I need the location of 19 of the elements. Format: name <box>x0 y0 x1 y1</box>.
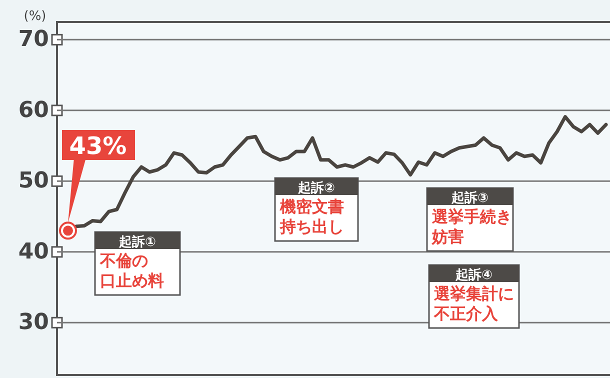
annotation: 不倫の口止め料 <box>99 251 164 290</box>
annotation: 機密文書持ち出し <box>279 197 344 236</box>
annotation: 起訴④ <box>454 267 493 283</box>
picture-note-box: 起訴① 不倫の口止め料 <box>94 231 181 296</box>
annotation: 43% <box>69 132 127 160</box>
annotation: 選挙集計に不正介入 <box>433 284 514 323</box>
annotation: 起訴① <box>118 234 156 250</box>
y-axis-title: (%) <box>24 9 46 24</box>
y-tick-label: 30 <box>18 310 49 336</box>
picture-note-box: 起訴② 機密文書持ち出し <box>274 177 359 242</box>
y-tick-label: 60 <box>18 98 49 123</box>
picture-note-box: 起訴③ 選挙手続き妨害 <box>426 187 514 252</box>
y-tick-label: 50 <box>18 168 49 194</box>
y-tick-label: 70 <box>18 27 49 52</box>
annotation: 起訴② <box>296 180 336 196</box>
annotation: 起訴③ <box>450 190 489 206</box>
annotation: 選挙手続き妨害 <box>431 207 512 246</box>
picture-note-box: 起訴④ 選挙集計に不正介入 <box>428 264 520 329</box>
y-tick-label: 40 <box>18 239 49 264</box>
